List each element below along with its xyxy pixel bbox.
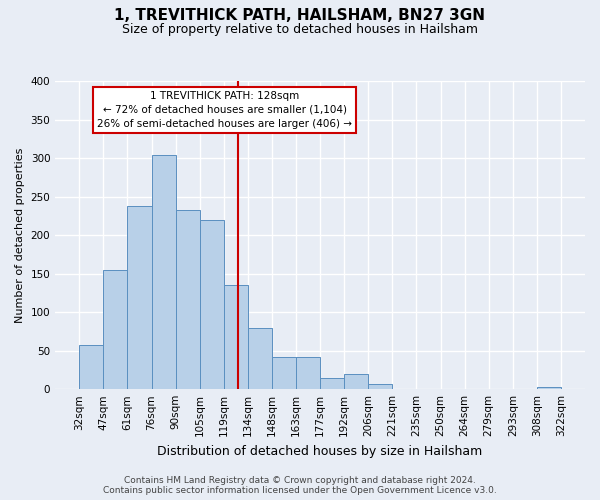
Bar bbox=[127, 206, 152, 389]
Bar bbox=[224, 286, 248, 389]
Bar bbox=[151, 154, 176, 389]
Bar bbox=[296, 357, 320, 389]
Bar bbox=[537, 387, 561, 389]
Bar bbox=[344, 374, 368, 389]
Bar bbox=[103, 270, 127, 389]
Bar bbox=[248, 328, 272, 389]
Bar bbox=[200, 220, 224, 389]
Text: 1, TREVITHICK PATH, HAILSHAM, BN27 3GN: 1, TREVITHICK PATH, HAILSHAM, BN27 3GN bbox=[115, 8, 485, 22]
Text: Contains HM Land Registry data © Crown copyright and database right 2024.
Contai: Contains HM Land Registry data © Crown c… bbox=[103, 476, 497, 495]
X-axis label: Distribution of detached houses by size in Hailsham: Distribution of detached houses by size … bbox=[157, 444, 483, 458]
Bar bbox=[272, 357, 296, 389]
Bar bbox=[176, 210, 200, 389]
Y-axis label: Number of detached properties: Number of detached properties bbox=[15, 148, 25, 323]
Bar bbox=[79, 346, 103, 389]
Bar bbox=[368, 384, 392, 389]
Text: Size of property relative to detached houses in Hailsham: Size of property relative to detached ho… bbox=[122, 22, 478, 36]
Bar bbox=[320, 378, 344, 389]
Text: 1 TREVITHICK PATH: 128sqm
← 72% of detached houses are smaller (1,104)
26% of se: 1 TREVITHICK PATH: 128sqm ← 72% of detac… bbox=[97, 90, 352, 128]
